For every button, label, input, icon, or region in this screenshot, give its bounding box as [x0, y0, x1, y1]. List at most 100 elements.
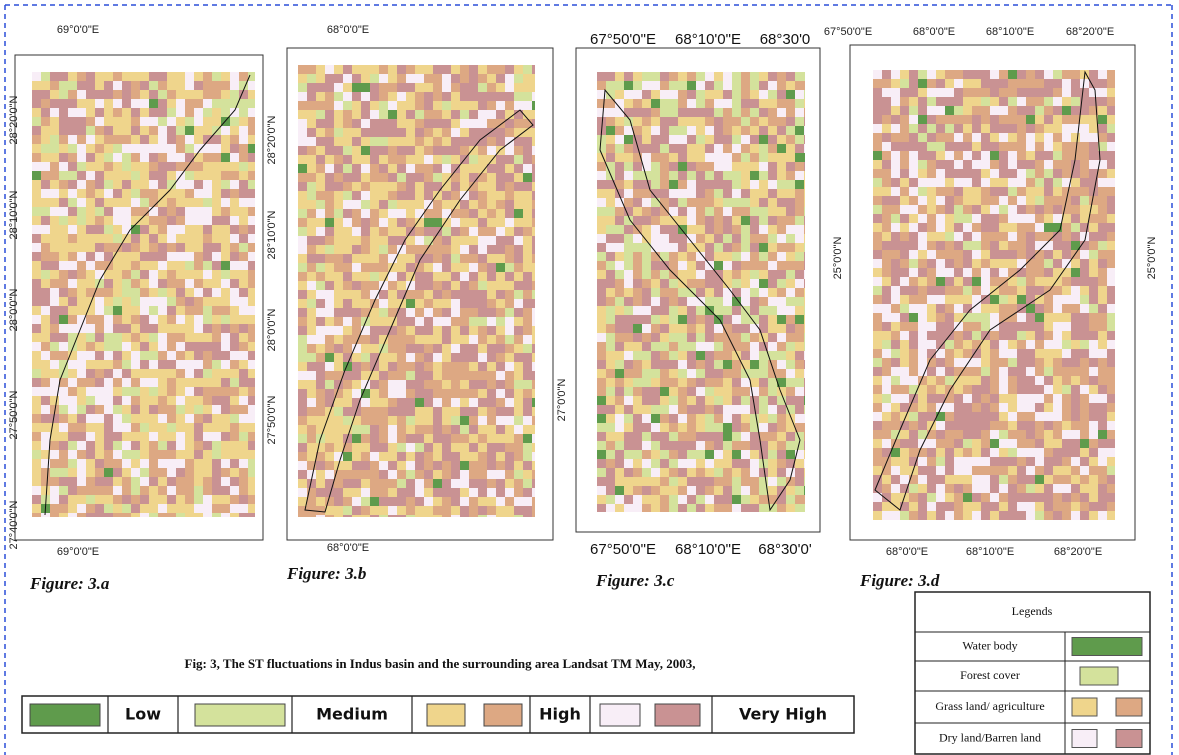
map-pixel — [95, 306, 104, 315]
map-pixel — [678, 171, 687, 180]
map-pixel — [705, 297, 714, 306]
map-pixel — [334, 416, 343, 425]
map-pixel — [397, 173, 406, 182]
map-pixel — [597, 306, 606, 315]
map-pixel — [388, 488, 397, 497]
map-pixel — [678, 144, 687, 153]
map-pixel — [32, 414, 41, 423]
map-pixel — [122, 486, 131, 495]
map-pixel — [424, 182, 433, 191]
map-pixel — [1053, 115, 1062, 124]
map-pixel — [795, 378, 804, 387]
map-pixel — [86, 216, 95, 225]
map-pixel — [597, 243, 606, 252]
map-pixel — [927, 160, 936, 169]
map-pixel — [32, 297, 41, 306]
map-pixel — [945, 349, 954, 358]
map-pixel — [900, 241, 909, 250]
map-pixel — [795, 189, 804, 198]
map-pixel — [651, 81, 660, 90]
map-pixel — [642, 423, 651, 432]
map-pixel — [352, 110, 361, 119]
map-pixel — [104, 360, 113, 369]
map-pixel — [149, 495, 158, 504]
map-pixel — [397, 353, 406, 362]
map-pixel — [95, 333, 104, 342]
map-pixel — [433, 263, 442, 272]
map-pixel — [786, 234, 795, 243]
map-pixel — [95, 360, 104, 369]
map-pixel — [660, 135, 669, 144]
map-pixel — [714, 162, 723, 171]
map-pixel — [185, 333, 194, 342]
map-pixel — [624, 504, 633, 512]
map-pixel — [1053, 439, 1062, 448]
map-pixel — [936, 367, 945, 376]
map-pixel — [1044, 178, 1053, 187]
map-pixel — [1044, 241, 1053, 250]
map-pixel — [606, 333, 615, 342]
map-pixel — [131, 189, 140, 198]
map-pixel — [140, 315, 149, 324]
map-pixel — [514, 488, 523, 497]
map-pixel — [95, 351, 104, 360]
map-pixel — [50, 324, 59, 333]
map-pixel — [77, 135, 86, 144]
map-pixel — [352, 200, 361, 209]
map-pixel — [167, 225, 176, 234]
map-pixel — [1089, 160, 1098, 169]
map-pixel — [891, 232, 900, 241]
map-pixel — [239, 180, 248, 189]
map-pixel — [149, 180, 158, 189]
map-pixel — [176, 324, 185, 333]
map-pixel — [433, 470, 442, 479]
map-pixel — [1107, 115, 1115, 124]
map-pixel — [460, 398, 469, 407]
map-pixel — [873, 115, 882, 124]
map-pixel — [149, 81, 158, 90]
map-pixel — [945, 151, 954, 160]
map-pixel — [50, 459, 59, 468]
map-pixel — [248, 495, 255, 504]
map-pixel — [442, 317, 451, 326]
map-pixel — [496, 263, 505, 272]
map-pixel — [221, 513, 230, 517]
map-pixel — [230, 126, 239, 135]
map-pixel — [194, 387, 203, 396]
map-pixel — [777, 468, 786, 477]
map-pixel — [900, 205, 909, 214]
map-pixel — [963, 277, 972, 286]
map-pixel — [990, 367, 999, 376]
map-pixel — [230, 450, 239, 459]
map-pixel — [927, 376, 936, 385]
map-pixel — [95, 252, 104, 261]
map-pixel — [415, 335, 424, 344]
map-pixel — [891, 133, 900, 142]
map-pixel — [963, 106, 972, 115]
map-pixel — [1044, 151, 1053, 160]
map-pixel — [59, 252, 68, 261]
map-pixel — [768, 378, 777, 387]
map-pixel — [176, 450, 185, 459]
map-pixel — [50, 504, 59, 513]
map-pixel — [723, 441, 732, 450]
map-pixel — [203, 306, 212, 315]
map-pixel — [723, 288, 732, 297]
map-pixel — [104, 405, 113, 414]
map-pixel — [732, 450, 741, 459]
map-pixel — [334, 497, 343, 506]
map-pixel — [1026, 322, 1035, 331]
map-pixel — [945, 304, 954, 313]
map-pixel — [687, 288, 696, 297]
map-pixel — [597, 144, 606, 153]
map-pixel — [505, 488, 514, 497]
map-pixel — [1089, 133, 1098, 142]
map-pixel — [230, 162, 239, 171]
map-pixel — [882, 421, 891, 430]
map-pixel — [230, 378, 239, 387]
map-pixel — [122, 216, 131, 225]
map-pixel — [442, 65, 451, 74]
map-pixel — [651, 126, 660, 135]
map-pixel — [954, 115, 963, 124]
map-pixel — [1035, 88, 1044, 97]
